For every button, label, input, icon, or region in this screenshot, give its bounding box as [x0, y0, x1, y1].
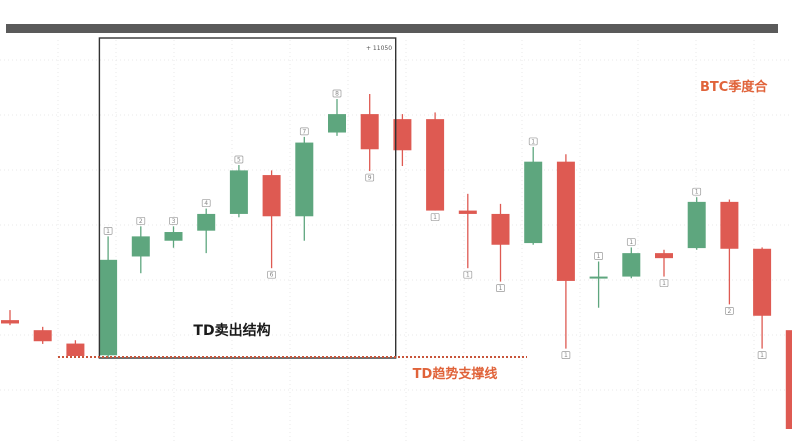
- chart-title: BTC季度合: [700, 79, 768, 95]
- count-label: 3: [172, 218, 176, 225]
- candle-body: [687, 201, 706, 249]
- candle-body: [753, 248, 772, 316]
- count-marker: [496, 284, 505, 292]
- count-label: 1: [760, 352, 764, 359]
- td-structure-box: [98, 37, 397, 359]
- count-label: 1: [499, 285, 503, 292]
- overlays: TD卖出结构 TD趋势支撑线 BTC季度合 + 11050: [58, 37, 768, 382]
- count-marker: [528, 137, 538, 146]
- count-marker: [234, 155, 244, 164]
- count-label: 7: [302, 128, 306, 135]
- candle-body: [458, 210, 477, 214]
- price-note: + 11050: [366, 45, 392, 52]
- candle-body: [66, 343, 85, 356]
- count-marker: [267, 270, 276, 279]
- count-label: 5: [237, 157, 241, 164]
- candle-body: [328, 114, 346, 133]
- top-toolbar-bar: [6, 24, 778, 33]
- count-marker: [725, 307, 734, 315]
- candle-body: [393, 119, 412, 151]
- count-marker: [561, 351, 571, 359]
- candle-body: [262, 175, 281, 217]
- count-label: 1: [629, 239, 633, 246]
- count-label: 1: [433, 214, 437, 221]
- candle-body: [164, 232, 183, 241]
- count-label: 8: [335, 91, 339, 98]
- candle-body: [197, 213, 216, 231]
- count-marker: [169, 216, 178, 225]
- candle-body: [589, 276, 608, 279]
- count-label: 1: [564, 352, 568, 359]
- count-marker: [626, 238, 636, 246]
- count-marker: [365, 173, 375, 182]
- count-label: 2: [727, 308, 731, 315]
- count-marker: [659, 279, 669, 287]
- candle-body: [360, 114, 379, 150]
- candle-body: [229, 170, 248, 214]
- count-marker: [430, 213, 440, 221]
- count-label: 2: [139, 218, 143, 225]
- count-label: 1: [695, 189, 699, 196]
- candle-body: [99, 259, 118, 356]
- count-marker: [201, 199, 211, 207]
- count-marker: [757, 351, 767, 359]
- count-marker: [136, 216, 146, 225]
- candle-body: [524, 161, 543, 244]
- count-label: 1: [106, 228, 110, 235]
- count-marker: [299, 127, 309, 136]
- count-label: 4: [204, 200, 208, 207]
- candles: 1 2 3 4 5 6 7 8 9 1 1 1 1 1 1 1 1 1 2 1: [1, 89, 792, 429]
- count-label: 1: [597, 253, 601, 260]
- candle-body: [131, 236, 150, 257]
- candle-body: [426, 119, 445, 211]
- candle-body: [556, 161, 575, 281]
- candle-body: [785, 330, 792, 429]
- candle-body: [720, 201, 739, 249]
- candle-body: [655, 253, 673, 259]
- count-label: 6: [270, 272, 274, 279]
- count-marker: [103, 227, 113, 235]
- count-label: 1: [466, 272, 470, 279]
- count-marker: [332, 89, 342, 98]
- candle-body: [1, 320, 19, 324]
- count-label: 1: [662, 280, 666, 287]
- count-marker: [463, 270, 473, 279]
- candle-body: [295, 142, 314, 217]
- count-marker: [692, 187, 702, 196]
- count-marker: [594, 252, 603, 260]
- candle-body: [622, 253, 641, 277]
- count-label: 9: [368, 175, 372, 182]
- td-structure-label: TD卖出结构: [193, 322, 270, 339]
- candle-body: [33, 330, 52, 342]
- candle-body: [491, 213, 510, 245]
- support-line-label: TD趋势支撑线: [413, 366, 498, 382]
- count-label: 1: [531, 138, 535, 145]
